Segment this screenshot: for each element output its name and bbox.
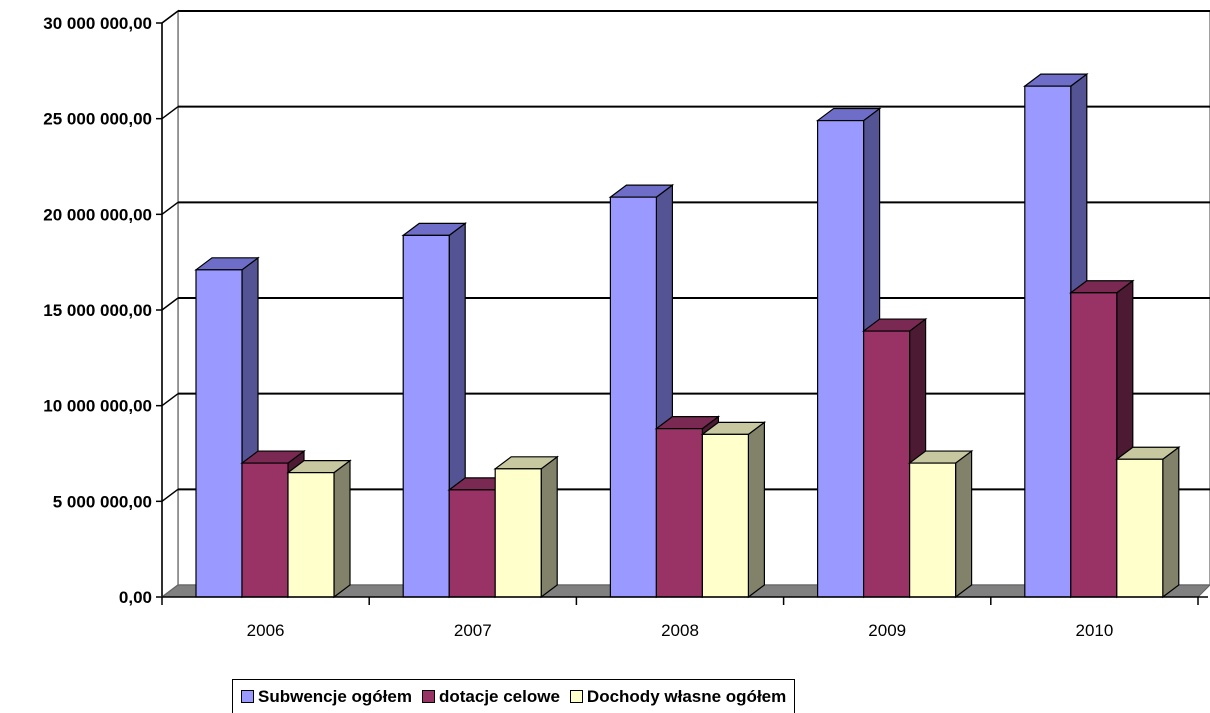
- y-tick-label: 25 000 000,00: [43, 110, 152, 129]
- x-tick-label: 2006: [247, 621, 285, 640]
- bar-front: [862, 330, 911, 598]
- gridline-side: [161, 106, 179, 120]
- bar: [493, 455, 560, 599]
- bar-front: [402, 234, 450, 598]
- bar-side: [747, 421, 766, 599]
- bar: [286, 459, 352, 599]
- x-tick-label: 2007: [454, 621, 492, 640]
- y-tick-label: 10 000 000,00: [43, 397, 152, 416]
- bar-front: [1116, 458, 1164, 598]
- y-axis: 0,00 5 000 000,00 10 000 000,00 15 000 000,…: [43, 14, 163, 607]
- bar-front: [287, 472, 335, 598]
- legend-label: dotacje celowe: [438, 686, 560, 706]
- y-tick-label: 20 000 000,00: [43, 205, 152, 224]
- bar-front: [448, 489, 496, 598]
- bar: [1069, 279, 1135, 599]
- bar: [1115, 446, 1181, 599]
- legend-swatch: [421, 690, 435, 703]
- y-tick-label: 0,00: [119, 588, 152, 607]
- gridline-side: [161, 393, 179, 407]
- legend-item: dotacje celowe: [421, 686, 560, 707]
- gridline-side: [161, 10, 179, 24]
- bar-front: [494, 468, 542, 598]
- bar: [907, 449, 974, 599]
- legend-label: Subwencje ogółem: [258, 686, 412, 706]
- y-tick-label: 30 000 000,00: [43, 14, 152, 33]
- bar-front: [701, 433, 750, 598]
- bar-side: [540, 455, 558, 599]
- gridline-side: [161, 488, 179, 502]
- legend: Subwencje ogółem dotacje celowe Dochody wł…: [232, 679, 796, 713]
- bar-side: [1162, 446, 1180, 599]
- x-tick-label: 2009: [868, 621, 906, 640]
- bar-front: [655, 428, 704, 598]
- x-tick-label: 2010: [1075, 621, 1113, 640]
- bar-front: [1024, 85, 1072, 598]
- bar-front: [609, 196, 658, 598]
- x-tick-label: 2008: [661, 621, 699, 640]
- legend-swatch: [569, 690, 583, 703]
- bars: [194, 72, 1181, 599]
- bar-front: [241, 462, 289, 598]
- legend-item: Subwencje ogółem: [241, 687, 412, 707]
- bar-front: [908, 462, 957, 598]
- bar-side: [333, 459, 351, 599]
- legend-item: Dochody własne ogółem: [569, 686, 787, 707]
- bar-chart: 0,00 5 000 000,00 10 000 000,00 15 000 000,…: [43, 9, 1210, 640]
- y-tick-label: 5 000 000,00: [53, 492, 152, 511]
- bar-front: [816, 119, 865, 598]
- bar-side: [954, 449, 973, 599]
- bar: [700, 421, 767, 599]
- legend-swatch: [241, 690, 254, 703]
- legend-label: Dochody własne ogółem: [586, 686, 787, 706]
- gridline-side: [161, 201, 179, 215]
- x-axis: 2006 2007 2008 2009 2010: [161, 596, 1208, 640]
- y-tick-label: 15 000 000,00: [43, 301, 152, 320]
- bar-front: [1070, 292, 1118, 598]
- bar-front: [195, 269, 243, 598]
- gridline-side: [161, 297, 179, 311]
